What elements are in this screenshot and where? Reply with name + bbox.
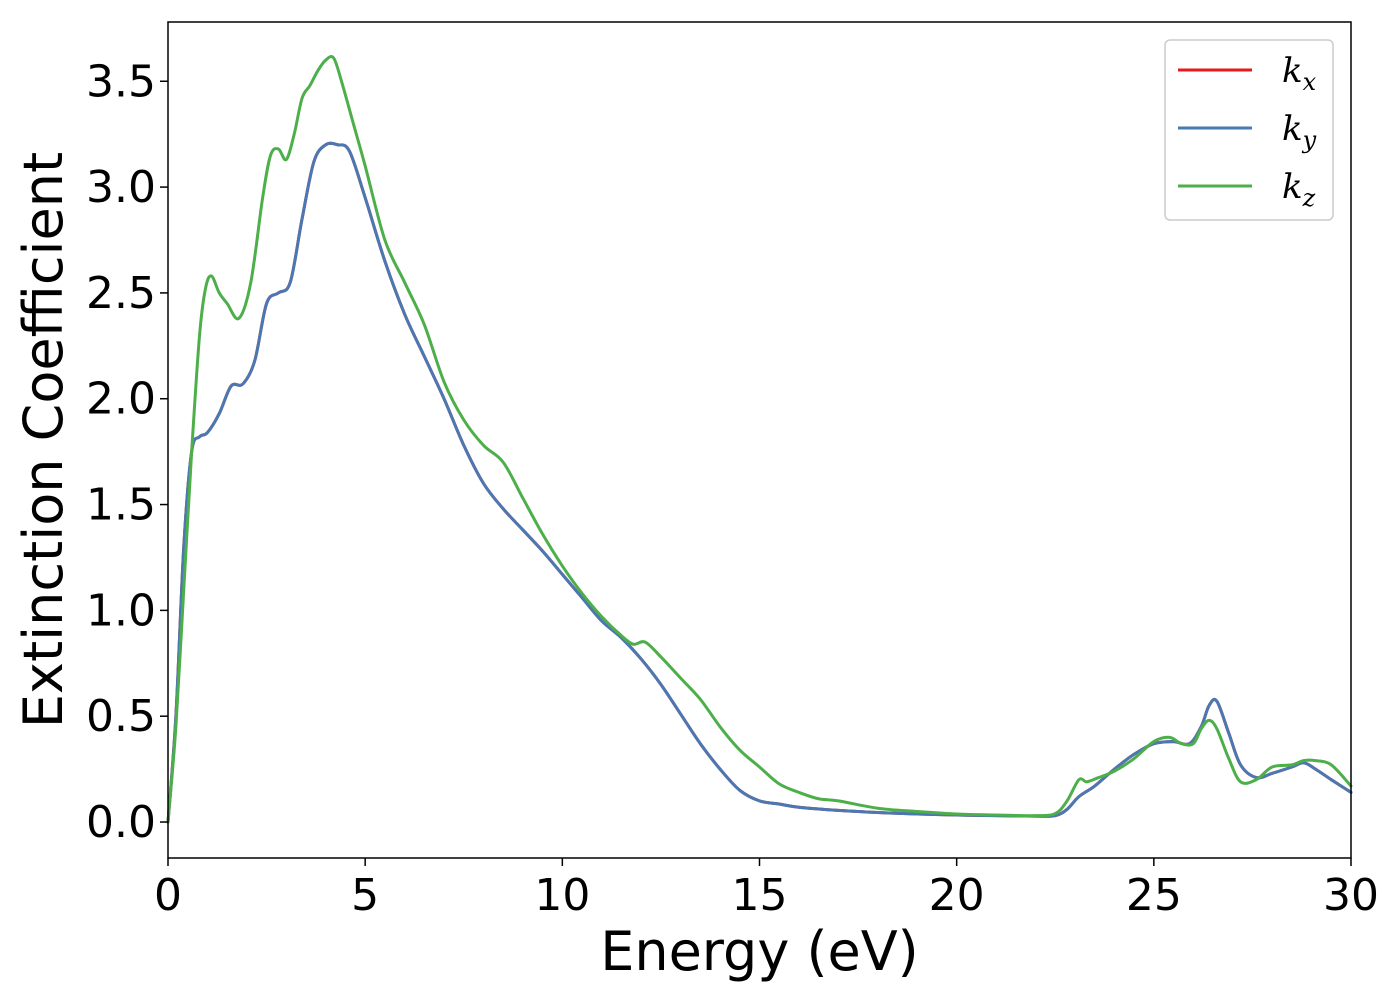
y-tick-label: 0.0 xyxy=(86,797,156,848)
y-axis-label: Extinction Coefficient xyxy=(12,152,75,728)
x-tick-label: 30 xyxy=(1323,870,1379,921)
y-tick-label: 1.5 xyxy=(86,480,156,531)
series-layer xyxy=(166,55,1353,824)
legend-frame xyxy=(1164,39,1334,221)
x-axis-label: Energy (eV) xyxy=(600,920,919,983)
x-axis: 0 5 10 15 20 25 30 xyxy=(154,858,1379,921)
series-line-z xyxy=(166,55,1353,824)
y-tick-label: 3.5 xyxy=(86,56,156,107)
x-tick-label: 15 xyxy=(732,870,788,921)
x-tick-label: 5 xyxy=(351,870,379,921)
y-axis: 0.0 0.5 1.0 1.5 2.0 2.5 3.0 3.5 xyxy=(86,56,168,848)
y-tick-label: 0.5 xyxy=(86,691,156,742)
y-tick-label: 2.0 xyxy=(86,374,156,425)
y-tick-label: 2.5 xyxy=(86,268,156,319)
x-tick-label: 20 xyxy=(929,870,985,921)
x-tick-label: 0 xyxy=(154,870,182,921)
x-tick-label: 25 xyxy=(1126,870,1182,921)
legend: kx ky kz xyxy=(1164,39,1334,221)
legend-label-x: kx xyxy=(1282,51,1317,96)
legend-label-z: kz xyxy=(1282,167,1316,212)
y-tick-label: 1.0 xyxy=(86,585,156,636)
legend-label-y: ky xyxy=(1282,109,1317,154)
y-tick-label: 3.0 xyxy=(86,162,156,213)
x-tick-label: 10 xyxy=(534,870,590,921)
